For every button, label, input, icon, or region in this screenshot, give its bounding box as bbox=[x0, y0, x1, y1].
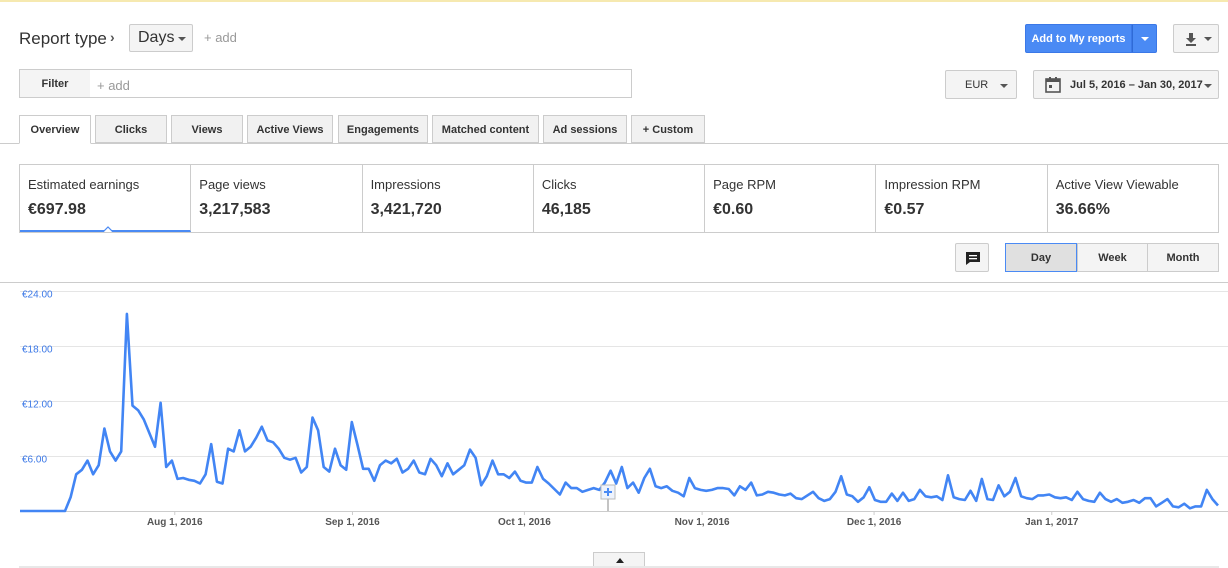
caret-down-icon bbox=[178, 37, 186, 41]
tab-overview[interactable]: Overview bbox=[19, 115, 91, 144]
metric-cards: Estimated earnings €697.98 Page views 3,… bbox=[19, 164, 1219, 233]
caret-down-icon bbox=[1141, 37, 1149, 41]
x-tick-label: Jan 1, 2017 bbox=[1025, 517, 1079, 528]
granularity-day-button[interactable]: Day bbox=[1005, 243, 1077, 272]
x-tick-label: Aug 1, 2016 bbox=[147, 517, 203, 528]
tab-clicks[interactable]: Clicks bbox=[95, 115, 167, 143]
tab-engagements[interactable]: Engagements bbox=[338, 115, 428, 143]
metric-value: 46,185 bbox=[541, 201, 591, 218]
date-range-picker[interactable]: Jul 5, 2016 – Jan 30, 2017 bbox=[1033, 70, 1219, 99]
metric-label: Impression RPM bbox=[884, 177, 981, 192]
download-button[interactable] bbox=[1173, 24, 1219, 53]
calendar-icon bbox=[1045, 77, 1061, 93]
collapse-chart-button[interactable] bbox=[593, 552, 645, 568]
tab-active-views[interactable]: Active Views bbox=[247, 115, 333, 143]
tab-ad-sessions[interactable]: Ad sessions bbox=[543, 115, 627, 143]
earnings-series-line bbox=[20, 312, 1219, 513]
x-tick-label: Oct 1, 2016 bbox=[498, 517, 551, 528]
date-range-label: Jul 5, 2016 – Jan 30, 2017 bbox=[1070, 79, 1203, 91]
metric-card-impressions[interactable]: Impressions 3,421,720 bbox=[363, 165, 534, 232]
metric-value: €697.98 bbox=[28, 201, 86, 218]
x-tick-label: Nov 1, 2016 bbox=[675, 517, 730, 528]
annotation-button[interactable] bbox=[955, 243, 989, 272]
report-type-title: Report type bbox=[19, 29, 107, 48]
selected-pointer-icon bbox=[103, 226, 113, 232]
tabs-divider bbox=[0, 143, 1228, 144]
metric-value: 3,217,583 bbox=[199, 201, 271, 218]
metric-label: Clicks bbox=[541, 177, 577, 192]
tab-matched-content[interactable]: Matched content bbox=[432, 115, 539, 143]
tab-custom[interactable]: + Custom bbox=[631, 115, 705, 143]
caret-up-icon bbox=[616, 558, 624, 563]
caret-down-icon bbox=[1204, 84, 1212, 88]
metric-value: 3,421,720 bbox=[370, 201, 442, 218]
metric-label: Page views bbox=[199, 177, 266, 192]
add-to-reports-dropdown-button[interactable] bbox=[1132, 24, 1157, 53]
earnings-line-chart: €24.00 €18.00 €12.00 €6.00 Aug 1, 2016 Sep 1,… bbox=[0, 282, 1228, 528]
download-icon bbox=[1186, 33, 1196, 46]
metric-card-page-rpm[interactable]: Page RPM €0.60 bbox=[705, 165, 877, 232]
filter-button[interactable]: Filter bbox=[19, 69, 91, 98]
granularity-week-button[interactable]: Week bbox=[1077, 243, 1148, 272]
y-tick-label: €6.00 bbox=[22, 454, 47, 465]
days-label: Days bbox=[138, 29, 175, 46]
add-to-my-reports-button[interactable]: Add to My reports bbox=[1025, 24, 1132, 53]
days-dropdown[interactable]: Days bbox=[129, 24, 193, 52]
metric-label: Page RPM bbox=[713, 177, 776, 192]
metric-value: €0.60 bbox=[713, 201, 754, 218]
metric-label: Active View Viewable bbox=[1055, 177, 1179, 192]
chevron-right-icon: › bbox=[110, 29, 115, 45]
add-dimension-link[interactable]: + add bbox=[204, 30, 237, 45]
metric-card-page-views[interactable]: Page views 3,217,583 bbox=[191, 165, 363, 232]
metric-card-estimated-earnings[interactable]: Estimated earnings €697.98 bbox=[20, 165, 192, 232]
chart-range-scrollbar[interactable] bbox=[19, 566, 1219, 568]
y-tick-label: €18.00 bbox=[22, 344, 53, 355]
tab-views[interactable]: Views bbox=[171, 115, 243, 143]
plus-icon bbox=[604, 488, 612, 496]
filter-input[interactable]: + add bbox=[90, 69, 632, 98]
x-tick-label: Sep 1, 2016 bbox=[325, 517, 380, 528]
y-tick-label: €24.00 bbox=[22, 289, 53, 300]
currency-label: EUR bbox=[965, 79, 989, 91]
comment-icon bbox=[966, 252, 980, 265]
metric-value: 36.66% bbox=[1055, 201, 1110, 218]
metric-card-active-view-viewable[interactable]: Active View Viewable 36.66% bbox=[1048, 165, 1218, 232]
granularity-month-button[interactable]: Month bbox=[1147, 243, 1219, 272]
metric-label: Impressions bbox=[370, 177, 441, 192]
y-tick-label: €12.00 bbox=[22, 399, 53, 410]
currency-dropdown[interactable]: EUR bbox=[945, 70, 1017, 99]
metric-card-clicks[interactable]: Clicks 46,185 bbox=[534, 165, 706, 232]
metric-value: €0.57 bbox=[884, 201, 925, 218]
caret-down-icon bbox=[1000, 84, 1008, 88]
x-tick-label: Dec 1, 2016 bbox=[847, 517, 902, 528]
metric-label: Estimated earnings bbox=[28, 177, 140, 192]
caret-down-icon bbox=[1204, 37, 1212, 41]
metric-card-impression-rpm[interactable]: Impression RPM €0.57 bbox=[876, 165, 1048, 232]
